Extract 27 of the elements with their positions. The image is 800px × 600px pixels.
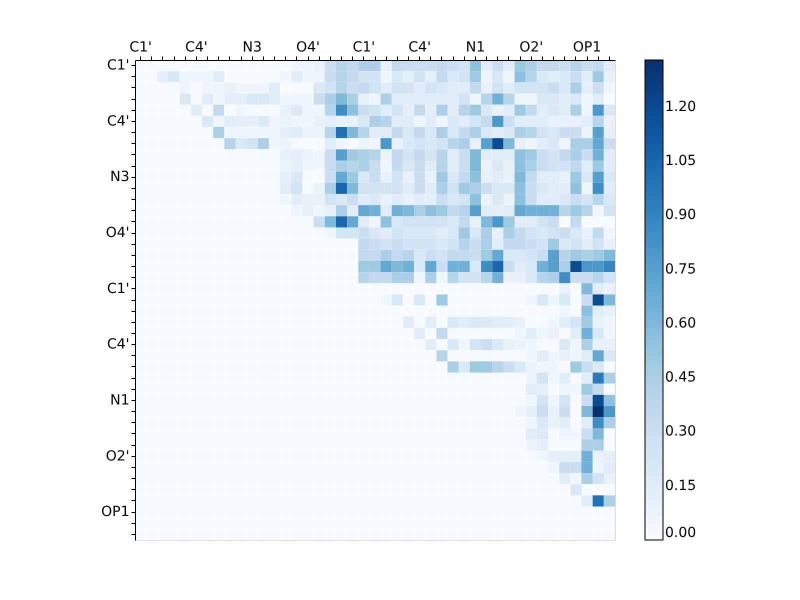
x-tick-label: C4' [185, 40, 208, 56]
x-tick-label: O4' [296, 40, 320, 56]
color-bar-label: 1.05 [665, 153, 696, 170]
x-tick-label: N3 [242, 40, 262, 56]
x-tick-label: OP1 [572, 40, 602, 56]
color-bar-label: 0.75 [665, 261, 696, 278]
color-bar-label: 0.60 [665, 315, 696, 332]
y-tick-label: OP1 [101, 504, 130, 520]
y-tick-label: C4' [106, 336, 130, 353]
x-tick-label: O2' [519, 40, 544, 56]
y-tick-label: C1' [106, 280, 130, 297]
color-bar-label: 0.45 [665, 370, 696, 386]
x-tick-label: C1' [129, 40, 152, 56]
color-bar-label: 0.15 [665, 478, 696, 494]
color-bar-label: 1.20 [665, 98, 696, 115]
y-tick-label: O4' [106, 225, 130, 242]
y-tick-label: C4' [106, 113, 130, 130]
x-tick-label: C4' [408, 40, 431, 56]
y-tick-label: C1' [106, 58, 130, 74]
color-bar-label: 0.30 [665, 424, 696, 440]
x-tick-label: N1 [466, 40, 486, 56]
x-tick-label: C1' [352, 40, 376, 56]
color-bar-label: 0.90 [665, 207, 696, 224]
color-bar-label: 0.00 [665, 525, 696, 541]
y-tick-label: O2' [106, 448, 130, 464]
y-tick-label: N1 [110, 392, 130, 408]
y-tick-label: N3 [110, 169, 130, 186]
